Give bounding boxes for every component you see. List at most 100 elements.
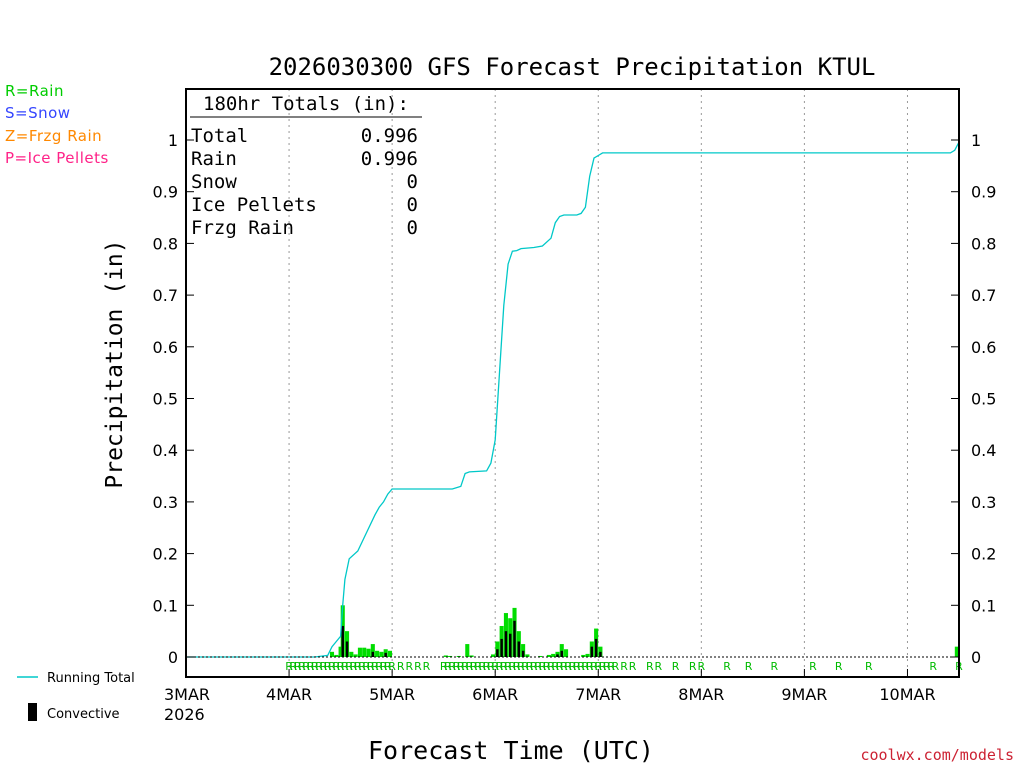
rain-marker: R	[448, 660, 456, 673]
convective-bar	[521, 650, 525, 657]
precip-bar	[334, 654, 339, 657]
rain-marker: R	[496, 660, 504, 673]
totals-label: Ice Pellets	[191, 194, 317, 216]
y-tick-label-right: 1	[971, 131, 981, 150]
rain-marker: R	[771, 660, 779, 673]
rain-marker: R	[380, 660, 388, 673]
rain-marker: R	[745, 660, 753, 673]
rain-marker: R	[517, 660, 525, 673]
rain-marker: R	[698, 660, 706, 673]
rain-marker: R	[599, 660, 607, 673]
x-tick-label: 3MAR	[164, 685, 210, 704]
y-tick-label-right: 0	[971, 648, 981, 667]
totals-label: Snow	[191, 171, 237, 193]
running-total-legend-label: Running Total	[47, 671, 135, 686]
y-tick-label-left: 0.7	[153, 286, 178, 305]
rain-marker: R	[466, 660, 474, 673]
convective-bar	[384, 652, 387, 657]
precip-bar	[338, 646, 343, 657]
rain-marker: R	[337, 660, 345, 673]
precip-bar	[353, 654, 358, 657]
y-tick-label-right: 0.8	[971, 234, 996, 253]
y-tick-label-left: 0.6	[153, 338, 178, 357]
credit-text: coolwx.com/models	[860, 746, 1014, 764]
precip-bar	[491, 654, 496, 657]
x-tick-label: 6MAR	[472, 685, 518, 704]
y-tick-label-left: 0.5	[153, 390, 178, 409]
rain-marker: R	[603, 660, 611, 673]
rain-marker: R	[457, 660, 465, 673]
y-tick-label-left: 0.3	[153, 493, 178, 512]
chart-title: 2026030300 GFS Forecast Precipitation KT…	[269, 53, 876, 81]
rain-marker: R	[672, 660, 680, 673]
totals-label: Total	[191, 125, 248, 147]
rain-marker: R	[689, 660, 697, 673]
rain-marker: R	[500, 660, 508, 673]
y-tick-label-left: 0.1	[153, 596, 178, 615]
precip-bar	[954, 646, 959, 657]
totals-label: Frzg Rain	[191, 217, 294, 239]
rain-marker: R	[461, 660, 469, 673]
running-total-line	[186, 141, 960, 658]
rain-marker: R	[865, 660, 873, 673]
rain-marker: R	[573, 660, 581, 673]
totals-header: 180hr Totals (in):	[203, 93, 409, 115]
legend-ice-pellets: P=Ice Pellets	[5, 149, 109, 167]
rain-marker: R	[483, 660, 491, 673]
y-tick-label-right: 0.1	[971, 596, 996, 615]
x-tick-label: 4MAR	[266, 685, 312, 704]
convective-bar	[496, 649, 499, 657]
rain-marker: R	[539, 660, 547, 673]
totals-label: Rain	[191, 148, 237, 170]
rain-marker: R	[405, 660, 413, 673]
x-tick-label: 7MAR	[575, 685, 621, 704]
rain-marker: R	[594, 660, 602, 673]
rain-marker: R	[350, 660, 358, 673]
series-legend: Running Total Convective	[17, 671, 135, 722]
rain-marker: R	[835, 660, 843, 673]
precip-bar	[564, 649, 569, 657]
convective-bar	[500, 638, 503, 657]
y-axis-label: Precipitation (in)	[102, 239, 128, 488]
totals-value: 0.996	[361, 125, 418, 147]
rain-marker: R	[487, 660, 495, 673]
rain-marker: R	[444, 660, 452, 673]
rain-marker: R	[569, 660, 577, 673]
rain-marker: R	[397, 660, 405, 673]
rain-marker: R	[294, 660, 302, 673]
y-tick-label-right: 0.5	[971, 390, 996, 409]
totals-value: 0.996	[361, 148, 418, 170]
precip-bar	[366, 648, 371, 657]
rain-marker: R	[388, 660, 396, 673]
rain-marker: R	[363, 660, 371, 673]
rain-marker: R	[586, 660, 594, 673]
rain-marker: R	[547, 660, 555, 673]
convective-bar	[509, 633, 512, 657]
rain-marker: R	[491, 660, 499, 673]
precip-bar	[585, 653, 590, 657]
precip-bar	[598, 646, 603, 657]
legend-rain: R=Rain	[5, 82, 64, 100]
convective-legend-swatch	[28, 703, 37, 721]
convective-bar	[556, 654, 559, 657]
convective-bars	[341, 620, 602, 657]
rain-marker: R	[530, 660, 538, 673]
y-tick-label-left: 0.8	[153, 234, 178, 253]
y-tick-label-right: 0.7	[971, 286, 996, 305]
precip-bar	[448, 655, 453, 657]
rain-marker: R	[929, 660, 937, 673]
rain-marker: R	[423, 660, 431, 673]
precip-bar	[551, 653, 556, 657]
y-tick-label-right: 0.3	[971, 493, 996, 512]
rain-marker: R	[298, 660, 306, 673]
rain-marker: R	[620, 660, 628, 673]
x-tick-label: 8MAR	[678, 685, 724, 704]
x-axis-label: Forecast Time (UTC)	[368, 736, 654, 765]
rain-marker: R	[513, 660, 521, 673]
rain-marker: R	[590, 660, 598, 673]
precip-bar	[362, 647, 367, 657]
rain-marker: R	[453, 660, 461, 673]
x-tick-label: 5MAR	[369, 685, 415, 704]
totals-value: 0	[407, 217, 418, 239]
